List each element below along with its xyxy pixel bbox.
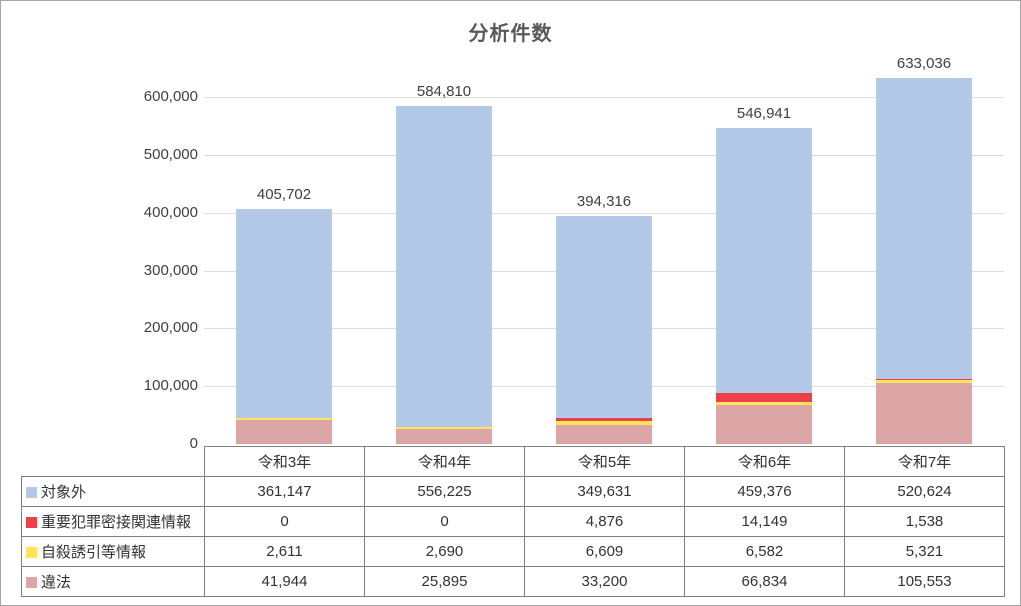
- bar-segment: [556, 420, 652, 425]
- table-value-cell: 14,149: [684, 506, 845, 537]
- chart-title: 分析件数: [468, 23, 553, 45]
- table-value-cell: 41,944: [204, 566, 365, 597]
- legend-series-label: 対象外: [41, 484, 87, 501]
- table-year-header: 令和5年: [524, 446, 685, 477]
- table-row: 重要犯罪密接関連情報 0 0 4,876 14,149 1,538: [21, 506, 1005, 537]
- y-axis-tick-label: 200,000: [143, 319, 198, 337]
- y-axis-tick-label: 0: [189, 435, 198, 452]
- table-legend-cell: 重要犯罪密接関連情報: [21, 506, 205, 537]
- table-year-header: 令和4年: [364, 446, 525, 477]
- table-value-cell: 105,553: [844, 566, 1005, 597]
- table-row: 対象外 361,147 556,225 349,631 459,376 520,624: [21, 476, 1005, 507]
- bar-total-label: 584,810: [416, 82, 472, 100]
- table-year-header: 令和3年: [204, 446, 365, 477]
- bar-segment: [396, 429, 492, 444]
- bar-segment: [876, 379, 972, 383]
- bar-segment: [236, 419, 332, 444]
- gridline: [204, 154, 1004, 156]
- bar-segment: [716, 405, 812, 444]
- legend-swatch-icon: [26, 547, 37, 558]
- table-value-cell: 0: [364, 506, 525, 537]
- y-axis-tick-label: 600,000: [143, 88, 198, 105]
- table-value-cell: 361,147: [204, 476, 365, 507]
- table-row: 違法 41,944 25,895 33,200 66,834 105,553: [21, 566, 1005, 597]
- table-value-cell: 520,624: [844, 476, 1005, 507]
- bar-total-label: 405,702: [256, 186, 312, 204]
- table-value-cell: 25,895: [364, 566, 525, 597]
- gridline: [204, 97, 1004, 98]
- gridline: [204, 212, 1004, 214]
- y-axis-tick-label: 300,000: [143, 261, 198, 279]
- table-value-cell: 1,538: [844, 506, 1005, 537]
- table-value-cell: 5,321: [844, 536, 1005, 567]
- plot-area: 405,702 584,810 394,316 546,941 633,036: [204, 54, 1004, 444]
- table-value-cell: 6,609: [524, 536, 685, 567]
- bar-segment: [236, 209, 332, 419]
- bar-segment: [876, 77, 972, 379]
- bar-segment: [556, 424, 652, 444]
- bar-segment: [876, 378, 972, 380]
- table-value-cell: 349,631: [524, 476, 685, 507]
- bar-segment: [716, 401, 812, 406]
- table-legend-cell: 対象外: [21, 476, 205, 507]
- legend-series-label: 違法: [41, 574, 72, 591]
- table-year-header: 令和7年: [844, 446, 1005, 477]
- table-value-cell: 0: [204, 506, 365, 537]
- bar-segment: [396, 427, 492, 429]
- bar-segment: [236, 418, 332, 420]
- table-legend-cell: 違法: [21, 566, 205, 597]
- table-value-cell: 459,376: [684, 476, 845, 507]
- table-value-cell: 66,834: [684, 566, 845, 597]
- bar-segment: [556, 418, 652, 421]
- table-value-cell: 556,225: [364, 476, 525, 507]
- table-header-row: 令和3年 令和4年 令和5年 令和6年 令和7年: [22, 446, 1005, 477]
- bar-segment: [396, 105, 492, 428]
- table-year-header: 令和6年: [684, 446, 845, 477]
- table-value-cell: 4,876: [524, 506, 685, 537]
- legend-series-label: 重要犯罪密接関連情報: [41, 514, 192, 531]
- y-axis-tick-label: 100,000: [143, 377, 198, 395]
- table-row: 自殺誘引等情報 2,611 2,690 6,609 6,582 5,321: [21, 536, 1005, 567]
- table-corner-cell: [22, 447, 205, 477]
- bar-total-label: 633,036: [896, 54, 952, 72]
- bar-segment: [716, 393, 812, 402]
- legend-series-label: 自殺誘引等情報: [41, 544, 147, 561]
- table-value-cell: 6,582: [684, 536, 845, 567]
- bar-segment: [556, 215, 652, 419]
- bar-total-label: 546,941: [736, 104, 792, 122]
- legend-swatch-icon: [26, 517, 37, 528]
- table-legend-cell: 自殺誘引等情報: [21, 536, 205, 567]
- y-axis-tick-label: 500,000: [143, 145, 198, 163]
- table-value-cell: 2,690: [364, 536, 525, 567]
- table-value-cell: 33,200: [524, 566, 685, 597]
- data-table: 令和3年 令和4年 令和5年 令和6年 令和7年対象外 361,147 556,225 349…: [21, 446, 1005, 597]
- bar-segment: [716, 127, 812, 394]
- table-value-cell: 2,611: [204, 536, 365, 567]
- legend-swatch-icon: [26, 487, 37, 498]
- bar-segment: [876, 382, 972, 444]
- legend-swatch-icon: [26, 577, 37, 588]
- bar-total-label: 394,316: [576, 192, 632, 210]
- y-axis-tick-label: 400,000: [143, 203, 198, 221]
